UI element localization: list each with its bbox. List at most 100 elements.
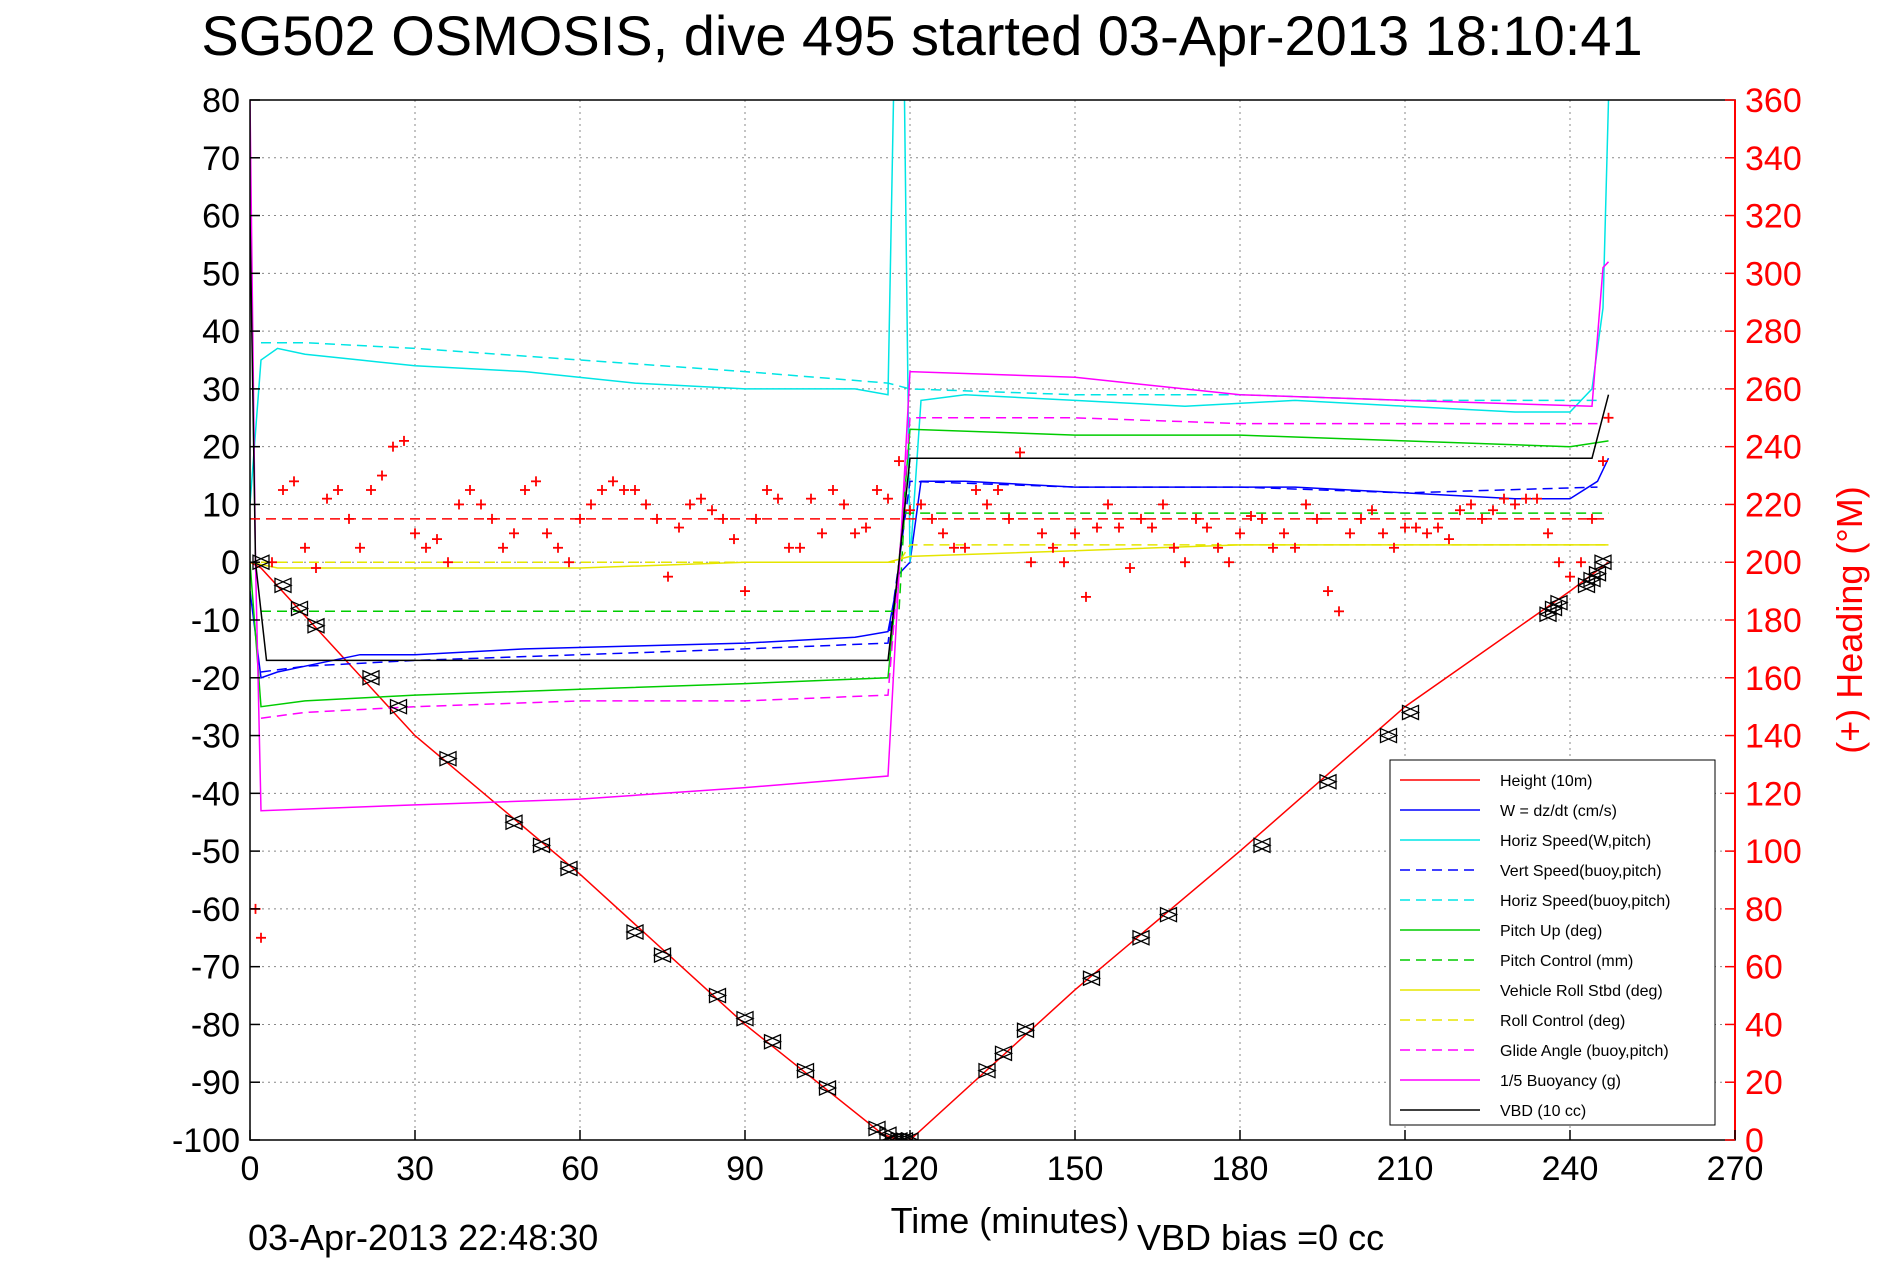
legend-label: Vert Speed(buoy,pitch) <box>1500 863 1662 880</box>
y-tick-label: 0 <box>221 544 240 582</box>
heading-point <box>1598 456 1608 467</box>
heading-point <box>1147 522 1157 533</box>
height-sample-marker <box>795 1062 816 1079</box>
height-sample-marker <box>438 750 458 767</box>
legend-label: VBD (10 cc) <box>1500 1103 1586 1120</box>
height-sample-triangle-left <box>889 1132 908 1140</box>
height-sample-marker <box>625 924 645 940</box>
heading-point <box>1411 522 1421 533</box>
x-tick-label: 0 <box>241 1150 260 1188</box>
y-tick-label: 20 <box>202 429 240 467</box>
height-sample-triangle-left <box>1015 1022 1035 1039</box>
y2-tick-label: 180 <box>1745 602 1802 640</box>
y2-tick-label: 280 <box>1745 313 1802 351</box>
heading-point <box>1059 557 1069 568</box>
height-sample-marker <box>883 1132 904 1140</box>
heading-point <box>388 441 398 452</box>
y-tick-label: -60 <box>191 891 240 929</box>
heading-point <box>1081 591 1091 602</box>
heading-point <box>872 485 882 495</box>
height-sample-triangle-left <box>273 577 292 594</box>
height-sample-marker <box>735 1010 755 1027</box>
heading-point <box>531 476 541 487</box>
height-sample-triangle-left <box>1378 727 1398 744</box>
height-sample-triangle-left <box>1576 577 1596 594</box>
heading-point <box>1180 557 1190 568</box>
heading-point <box>256 932 266 943</box>
heading-point <box>938 528 948 539</box>
heading-point <box>1576 557 1586 568</box>
legend-label: Vehicle Roll Stbd (deg) <box>1500 983 1663 1000</box>
y-tick-label: -30 <box>191 718 240 756</box>
heading-point <box>1224 557 1234 568</box>
heading-point <box>905 505 915 516</box>
heading-point <box>1125 563 1135 573</box>
heading-point <box>432 534 442 545</box>
height-sample-triangle-left <box>817 1080 837 1096</box>
heading-point <box>1191 513 1201 524</box>
heading-point <box>1521 493 1531 504</box>
y-axis-left: 80 70 60 50 40 30 20 10 0 -10 -20 -30 -40 -50 -60 -70 -8… <box>172 82 260 1160</box>
height-sample-triangle-left <box>977 1062 996 1079</box>
series-line-glide-angle-buoy-pitch <box>260 417 1598 719</box>
heading-point <box>894 456 904 467</box>
heading-point <box>1268 542 1278 553</box>
heading-point <box>707 505 717 516</box>
heading-point <box>553 542 563 553</box>
heading-point <box>1422 528 1432 539</box>
heading-point <box>333 485 343 495</box>
heading-point <box>1158 499 1168 510</box>
height-sample-triangle-left <box>1538 606 1557 623</box>
heading-point <box>1279 528 1289 539</box>
heading-point <box>1103 499 1113 510</box>
heading-point <box>1037 528 1047 539</box>
legend-label: Pitch Control (mm) <box>1500 953 1633 970</box>
heading-point <box>520 485 530 495</box>
heading-point <box>1257 513 1267 524</box>
heading-point <box>1587 513 1597 524</box>
heading-point <box>1312 513 1322 524</box>
heading-point <box>1400 522 1410 533</box>
heading-point <box>1323 586 1333 597</box>
heading-point <box>949 542 959 553</box>
y2-tick-label: 20 <box>1745 1064 1783 1102</box>
heading-point <box>696 493 706 504</box>
heading-point <box>1213 542 1223 553</box>
legend-label: Horiz Speed(buoy,pitch) <box>1500 893 1670 910</box>
height-sample-marker <box>1015 1022 1036 1039</box>
y-tick-label: -50 <box>191 833 240 871</box>
heading-point <box>1389 542 1399 553</box>
heading-point <box>1378 528 1388 539</box>
height-sample-triangle-left <box>1582 571 1601 588</box>
heading-point <box>564 557 574 568</box>
y2-axis-label: (+) Heading (°M) <box>1829 486 1870 753</box>
y-tick-label: -10 <box>191 602 240 640</box>
heading-point <box>993 485 1003 495</box>
legend-box <box>1389 759 1716 1126</box>
height-sample-marker <box>993 1045 1014 1062</box>
height-sample-marker <box>817 1080 838 1096</box>
height-sample-marker <box>1549 594 1569 611</box>
height-sample-marker <box>1587 565 1608 582</box>
height-sample-triangle-left <box>251 554 270 571</box>
height-sample-marker <box>388 698 409 715</box>
y2-tick-label: 300 <box>1745 255 1802 293</box>
y2-tick-label: 160 <box>1745 660 1802 698</box>
series-line-pitch-control-mm <box>261 512 1609 613</box>
y-tick-label: -20 <box>191 660 240 698</box>
heading-point <box>1048 542 1058 553</box>
heading-point <box>597 485 607 495</box>
x-tick-label: 210 <box>1377 1150 1434 1188</box>
height-sample-triangle-left <box>707 987 727 1004</box>
height-sample-marker <box>889 1132 909 1140</box>
heading-point <box>762 485 772 495</box>
heading-point <box>377 470 387 481</box>
footer-vbd-bias: VBD bias =0 cc <box>1137 1217 1384 1258</box>
heading-point <box>1532 493 1542 504</box>
height-sample-marker <box>531 837 552 854</box>
heading-point <box>454 499 464 510</box>
heading-point <box>465 485 475 495</box>
series-layer <box>250 100 1614 1140</box>
y2-tick-label: 80 <box>1745 891 1783 929</box>
heading-point <box>641 499 651 510</box>
